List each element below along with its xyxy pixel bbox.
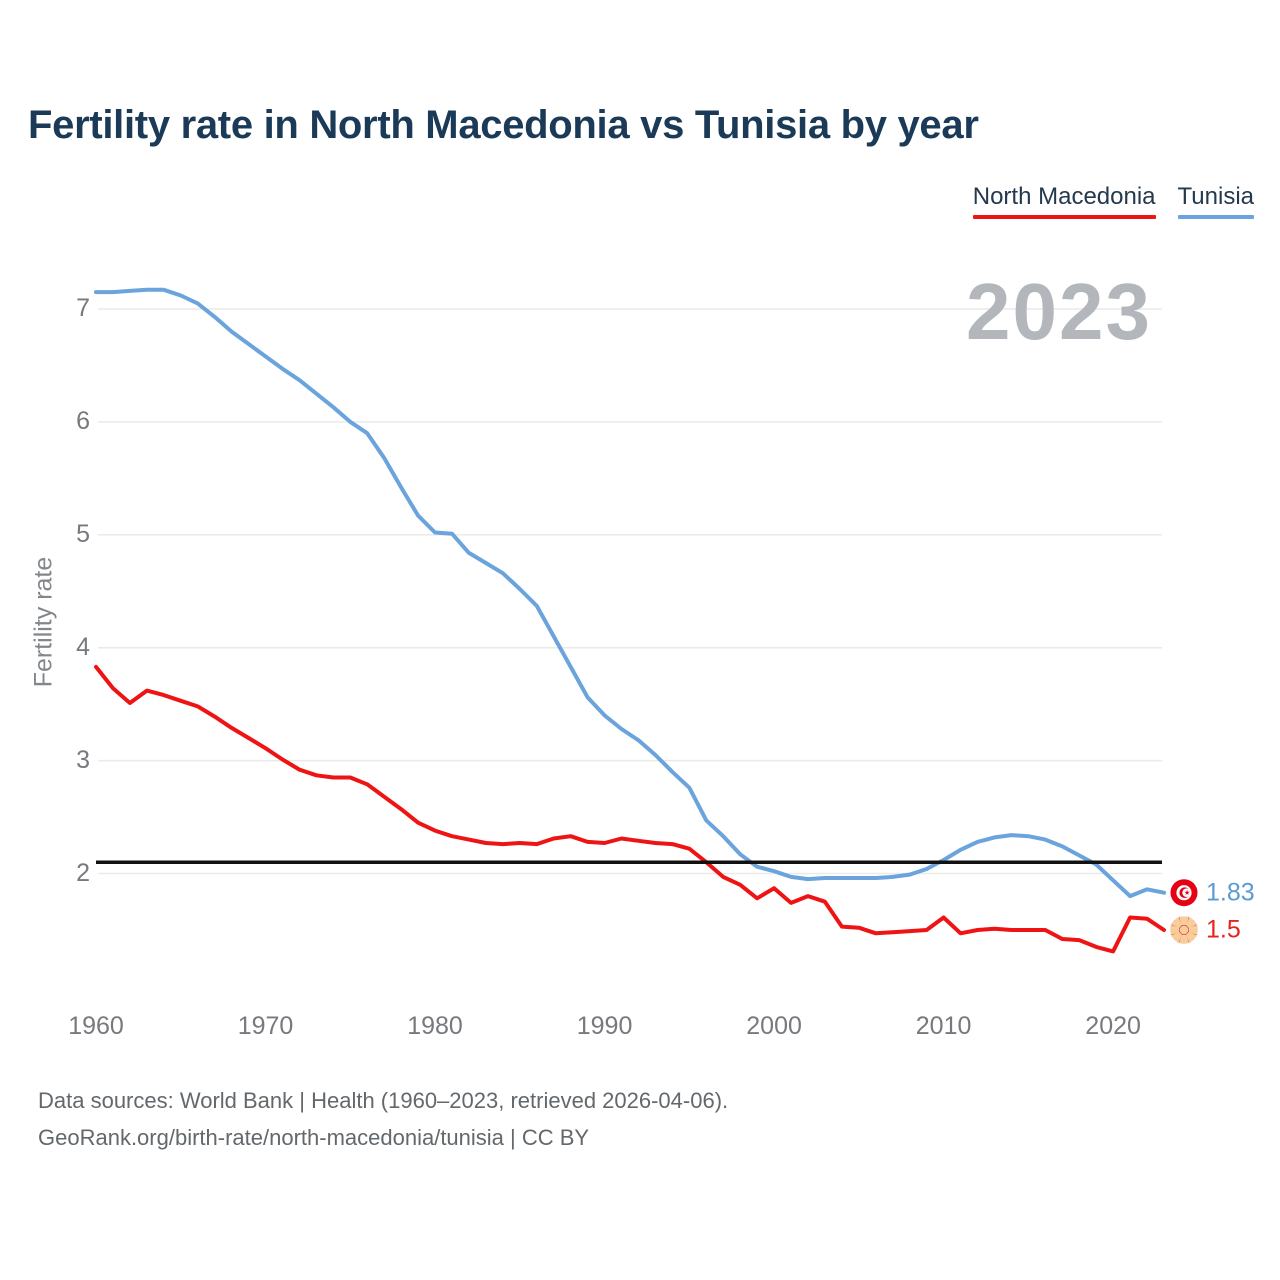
x-tick-2020: 2020: [1085, 1012, 1141, 1040]
y-tick-5: 5: [76, 519, 90, 548]
series-line-tunisia: [94, 287, 1166, 899]
y-tick-4: 4: [76, 632, 90, 661]
legend-label: North Macedonia: [972, 183, 1156, 210]
end-value-label-tunisia: 1.83: [1206, 878, 1255, 907]
x-tick-1970: 1970: [237, 1012, 294, 1040]
x-tick-2010: 2010: [915, 1012, 972, 1040]
legend-label: Tunisia: [1177, 183, 1254, 210]
x-tick-1980: 1980: [407, 1012, 463, 1040]
tunisia-flag-icon: [1170, 879, 1198, 907]
y-tick-6: 6: [76, 406, 90, 435]
north-macedonia-flag-icon: [1170, 916, 1198, 944]
page-title: Fertility rate in North Macedonia vs Tun…: [28, 103, 979, 147]
x-tick-1990: 1990: [576, 1012, 633, 1040]
attribution-line: GeoRank.org/birth-rate/north-macedonia/t…: [38, 1125, 590, 1150]
series-line-north-macedonia: [94, 664, 1166, 954]
legend-item-north-macedonia[interactable]: North Macedonia: [972, 183, 1156, 219]
legend-item-tunisia[interactable]: Tunisia: [1177, 183, 1254, 219]
end-value-label-north-macedonia: 1.5: [1206, 915, 1241, 944]
x-tick-1960: 1960: [68, 1012, 124, 1040]
legend-color-bar: [1177, 215, 1254, 219]
legend-color-bar: [972, 215, 1156, 219]
y-tick-3: 3: [76, 745, 90, 774]
y-tick-2: 2: [76, 858, 90, 887]
footer: Data sources: World Bank | Health (1960–…: [38, 1082, 728, 1156]
x-tick-2000: 2000: [746, 1012, 802, 1040]
legend: North Macedonia Tunisia: [972, 183, 1254, 219]
y-tick-7: 7: [76, 294, 90, 322]
year-watermark: 2023: [966, 267, 1152, 356]
data-sources-line: Data sources: World Bank | Health (1960–…: [38, 1088, 729, 1113]
